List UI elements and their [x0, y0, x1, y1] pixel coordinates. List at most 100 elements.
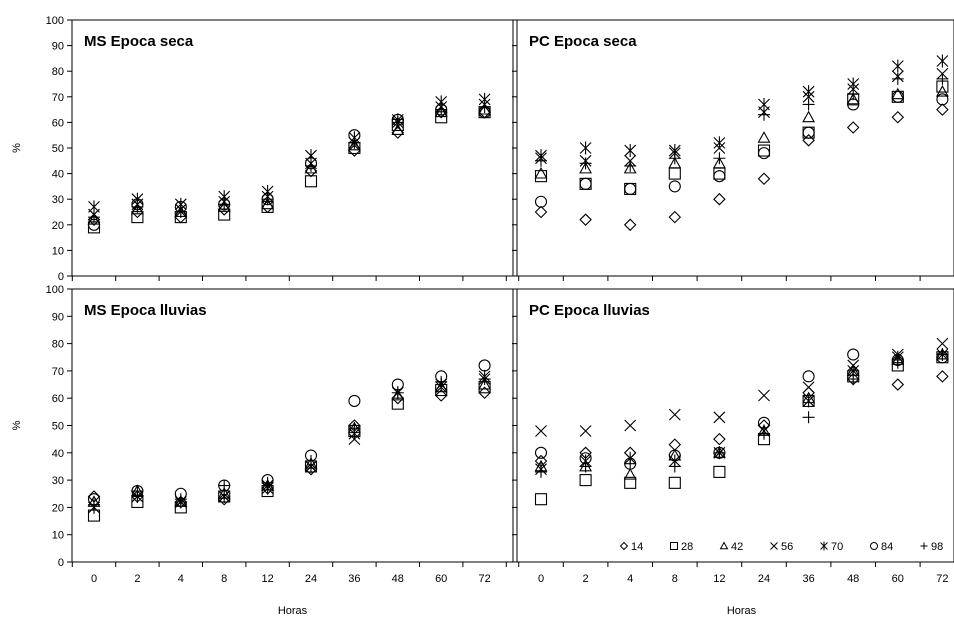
series-84 — [534, 90, 949, 208]
data-point-square — [757, 144, 771, 157]
data-point-triangle — [623, 161, 637, 174]
data-point-circle — [802, 126, 815, 139]
x-tick-label: 2 — [134, 573, 140, 585]
y-tick-label: 40 — [52, 169, 64, 181]
series-42 — [534, 85, 949, 179]
data-point-plus — [348, 422, 361, 435]
series-28 — [534, 80, 949, 196]
y-tick-label: 30 — [52, 475, 64, 487]
data-point-circle — [668, 180, 681, 193]
data-point-triangle — [668, 156, 682, 169]
data-point-diamond — [348, 144, 361, 157]
series-42 — [87, 377, 492, 507]
data-point-x — [802, 381, 815, 394]
y-tick-label: 0 — [58, 271, 64, 283]
legend-marker-asterisk — [820, 541, 828, 551]
series-28 — [534, 351, 949, 506]
legend-label: 14 — [631, 541, 643, 553]
data-point-plus — [758, 427, 770, 440]
data-point-x — [535, 425, 547, 437]
data-point-asterisk — [936, 54, 949, 68]
panel-2: PC Epoca seca — [512, 19, 954, 281]
data-point-circle — [891, 90, 904, 103]
data-point-asterisk — [579, 141, 592, 155]
data-point-square — [668, 167, 681, 180]
data-point-asterisk — [218, 489, 231, 503]
data-point-plus — [668, 460, 681, 473]
y-tick-label: 80 — [52, 66, 64, 78]
data-point-plus — [348, 136, 361, 149]
data-point-plus — [891, 72, 904, 85]
legend-label: 84 — [881, 541, 893, 553]
x-tick-label: 60 — [435, 573, 447, 585]
data-point-plus — [847, 88, 860, 101]
y-tick-label: 90 — [52, 311, 64, 323]
series-84 — [87, 359, 491, 506]
data-point-diamond — [757, 172, 771, 185]
data-point-diamond — [891, 111, 905, 124]
data-point-triangle — [712, 156, 726, 169]
data-point-circle — [713, 170, 726, 183]
data-point-plus — [936, 72, 949, 85]
data-point-plus — [624, 457, 637, 470]
series-14 — [87, 386, 491, 509]
data-point-x — [758, 389, 770, 402]
y-axis-title: % — [11, 143, 23, 153]
data-point-square — [304, 175, 318, 188]
x-axis-title: Horas — [278, 605, 308, 617]
data-point-plus — [435, 375, 448, 388]
data-point-plus — [88, 211, 100, 224]
x-tick-label: 36 — [802, 573, 814, 585]
legend-marker-diamond — [619, 541, 629, 551]
x-axis-title: Horas — [727, 605, 757, 617]
panel-1: 0 10 20 30 40 50 60 70 80 90 100 MS Epoca seca% — [11, 15, 514, 283]
x-tick-label: 24 — [758, 573, 770, 585]
data-point-plus — [579, 157, 592, 170]
data-point-circle — [348, 394, 361, 407]
series-42 — [534, 347, 949, 480]
x-tick-label: 8 — [221, 573, 227, 585]
y-tick-label: 60 — [52, 117, 64, 129]
series-14 — [87, 105, 491, 226]
series-70 — [88, 92, 491, 214]
legend-label: 56 — [781, 541, 793, 553]
series-70 — [535, 54, 949, 163]
panel-title: MS Epoca lluvias — [84, 302, 207, 319]
legend-marker-x — [770, 542, 778, 550]
y-tick-label: 50 — [52, 421, 64, 433]
data-point-plus — [478, 101, 491, 114]
y-axis-title: % — [11, 420, 23, 430]
y-tick-label: 70 — [52, 366, 64, 378]
data-point-triangle — [757, 131, 771, 143]
x-tick-label: 24 — [305, 573, 317, 585]
data-point-triangle — [391, 123, 405, 136]
data-point-square — [713, 167, 726, 180]
data-point-plus — [218, 479, 231, 492]
data-point-plus — [668, 152, 681, 165]
data-point-plus — [535, 465, 547, 478]
y-tick-label: 20 — [52, 502, 64, 514]
data-point-triangle — [623, 468, 637, 480]
data-point-circle — [847, 348, 860, 361]
data-point-asterisk — [802, 394, 815, 408]
data-point-circle — [579, 177, 592, 190]
y-tick-label: 50 — [52, 143, 64, 155]
data-point-diamond — [623, 218, 637, 232]
data-point-plus — [802, 411, 815, 424]
series-98 — [535, 72, 949, 172]
data-point-triangle — [891, 87, 905, 100]
data-point-diamond — [478, 386, 491, 400]
data-point-x — [713, 411, 726, 424]
data-point-asterisk — [624, 144, 637, 158]
y-tick-label: 10 — [52, 245, 64, 257]
data-point-diamond — [936, 103, 949, 116]
y-tick-label: 80 — [52, 339, 64, 351]
data-point-plus — [936, 348, 949, 361]
y-tick-label: 100 — [46, 15, 64, 27]
data-point-x — [624, 419, 637, 432]
data-point-plus — [174, 493, 187, 506]
series-56 — [88, 373, 491, 514]
data-point-triangle — [217, 200, 231, 212]
